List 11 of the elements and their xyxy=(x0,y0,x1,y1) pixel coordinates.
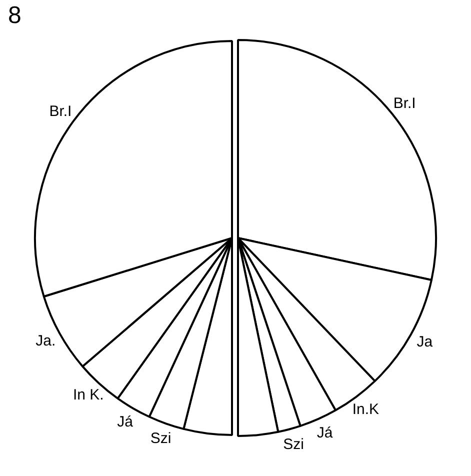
slice-label: In K. xyxy=(72,386,104,404)
slice-label: Ja. xyxy=(36,332,56,350)
slice-label: Já xyxy=(316,424,334,442)
slice-label: Szi xyxy=(283,436,304,453)
slice-label: In.K xyxy=(352,400,380,418)
slice-label: Ja xyxy=(416,334,434,351)
slice-label: Szi xyxy=(150,430,172,447)
slice-label: Br.I xyxy=(393,94,416,112)
text: 8 xyxy=(8,2,22,30)
slice-label: Já xyxy=(117,413,134,430)
slice-label: Br.I xyxy=(49,102,72,120)
